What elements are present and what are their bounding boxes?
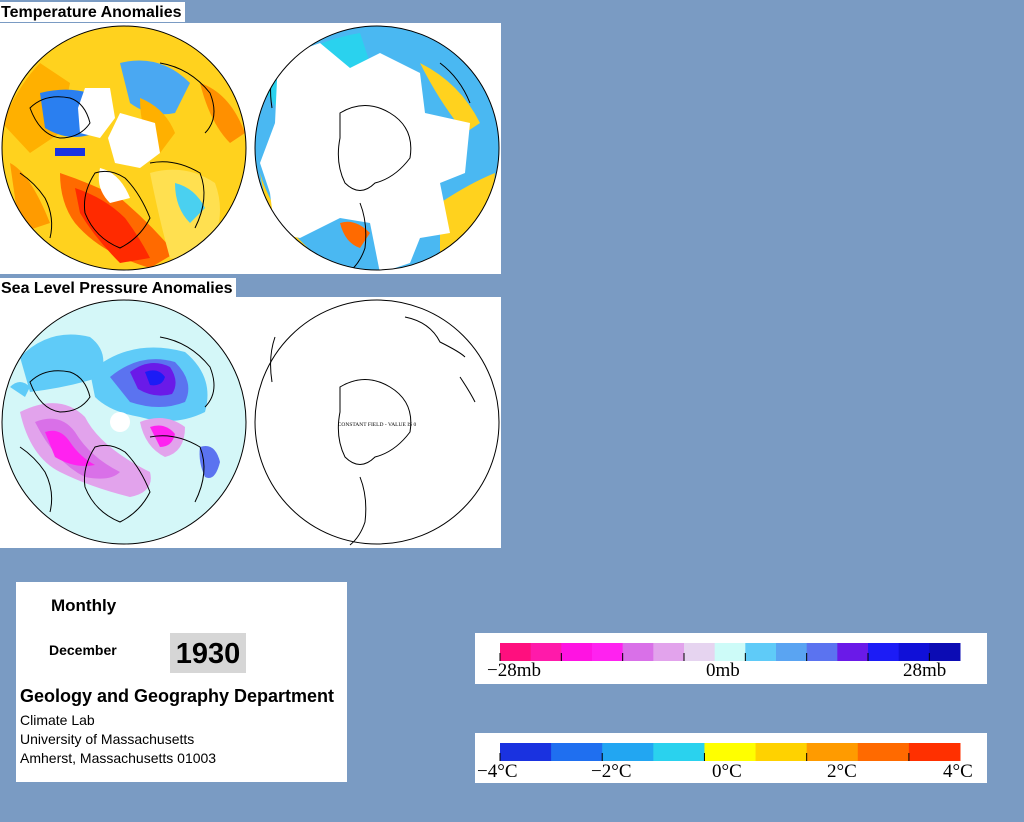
pressure-colorbar-swatch — [776, 643, 808, 661]
temperature-colorbar-swatch — [704, 743, 757, 761]
temperature-colorbar-swatch — [653, 743, 705, 761]
pressure-north-hemisphere-map — [2, 300, 246, 544]
university-label: University of Massachusetts — [20, 731, 195, 747]
pressure-colorbar-swatch — [530, 643, 562, 661]
temperature-colorbar-swatches — [499, 743, 961, 761]
pressure-colorbar-swatch — [806, 643, 838, 661]
temperature-colorbar-swatch — [857, 743, 910, 761]
pressure-anomalies-title: Sea Level Pressure Anomalies — [0, 278, 236, 298]
pressure-colorbar-swatch — [745, 643, 777, 661]
pressure-colorbar-swatch — [653, 643, 685, 661]
period-label: Monthly — [51, 596, 117, 615]
department-label: Geology and Geography Department — [20, 686, 335, 706]
pressure-colorbar-swatch — [592, 643, 624, 661]
temperature-label-neg4: −4°C — [477, 761, 518, 782]
year-label: 1930 — [170, 633, 246, 673]
month-label: December — [49, 642, 117, 658]
pressure-colorbar-swatches — [499, 643, 961, 661]
pressure-colorbar-swatch — [837, 643, 869, 661]
temperature-colorbar-swatch — [908, 743, 961, 761]
pressure-colorbar: −28mb 0mb 28mb — [475, 633, 987, 684]
pressure-colorbar-swatch — [929, 643, 961, 661]
pressure-label-min: −28mb — [487, 660, 541, 681]
pressure-south-hemisphere-map: CONSTANT FIELD - VALUE IS 0 — [270, 316, 476, 546]
pressure-colorbar-swatch — [561, 643, 593, 661]
temperature-south-hemisphere-map — [255, 26, 499, 270]
temperature-north-hemisphere-map — [2, 26, 246, 270]
pressure-colorbar-swatch — [622, 643, 654, 661]
pressure-label-zero: 0mb — [706, 660, 740, 681]
info-panel: Monthly December 1930 Geology and Geogra… — [16, 582, 347, 782]
lab-label: Climate Lab — [20, 712, 95, 728]
pressure-colorbar-swatch — [714, 643, 746, 661]
pressure-colorbar-swatch — [898, 643, 930, 661]
temperature-colorbar-swatch — [551, 743, 603, 761]
temperature-colorbar-swatch — [500, 743, 552, 761]
temperature-label-neg2: −2°C — [591, 761, 632, 782]
temperature-colorbar: −4°C −2°C 0°C 2°C 4°C — [475, 733, 987, 783]
pressure-colorbar-swatch — [684, 643, 716, 661]
pressure-colorbar-swatch — [868, 643, 900, 661]
temperature-anomalies-title: Temperature Anomalies — [0, 2, 185, 22]
pressure-colorbar-swatch — [500, 643, 532, 661]
temperature-anomalies-maps — [0, 23, 501, 274]
address-label: Amherst, Massachusetts 01003 — [20, 750, 217, 766]
pressure-anomalies-maps: CONSTANT FIELD - VALUE IS 0 — [0, 297, 501, 548]
temperature-colorbar-swatch — [806, 743, 859, 761]
temperature-colorbar-swatch — [755, 743, 808, 761]
temperature-label-zero: 0°C — [712, 761, 742, 782]
temperature-label-pos2: 2°C — [827, 761, 857, 782]
temperature-colorbar-swatch — [602, 743, 654, 761]
temperature-label-pos4: 4°C — [943, 761, 973, 782]
constant-field-note: CONSTANT FIELD - VALUE IS 0 — [338, 422, 417, 428]
pressure-label-max: 28mb — [903, 660, 947, 681]
